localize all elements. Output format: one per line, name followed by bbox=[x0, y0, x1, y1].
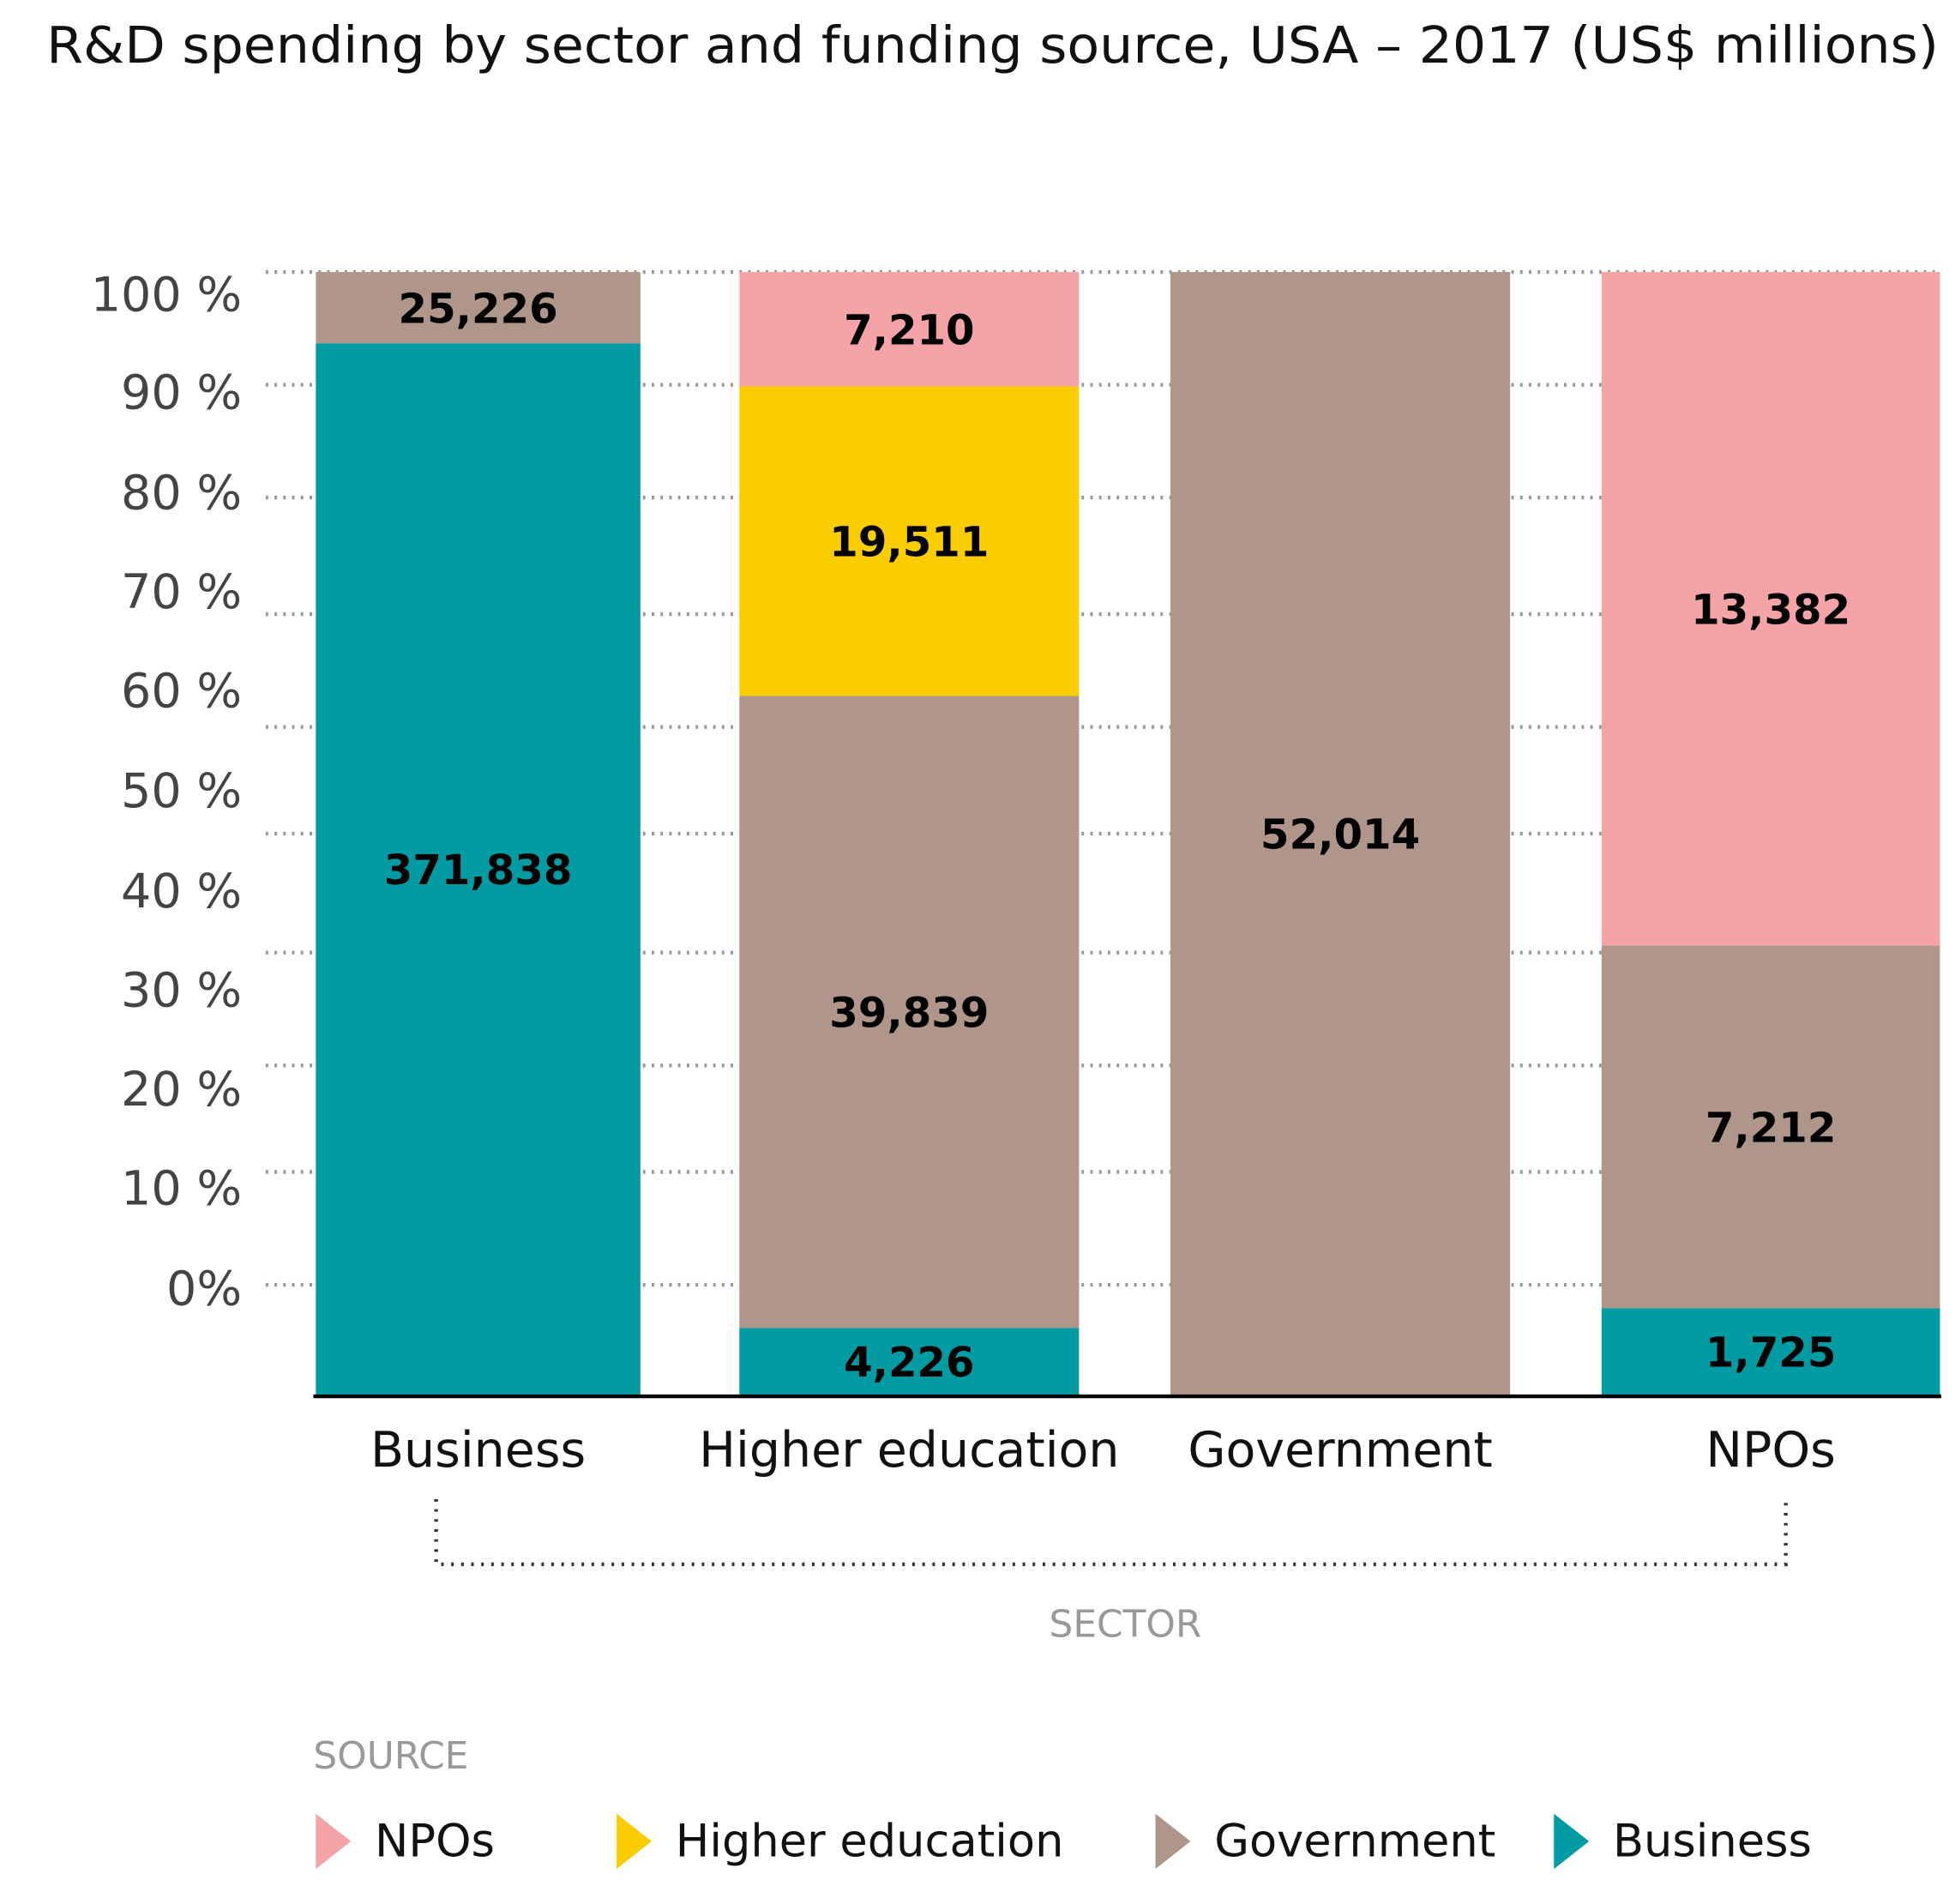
bar-segment bbox=[316, 343, 641, 1395]
legend-marker-icon bbox=[1554, 1813, 1590, 1870]
y-tick-label: 50 % bbox=[121, 763, 242, 819]
data-label: 7,210 bbox=[844, 306, 975, 354]
bar-segment bbox=[739, 386, 1080, 696]
legend-marker-icon bbox=[617, 1813, 653, 1870]
data-label: 39,839 bbox=[829, 989, 989, 1037]
legend-title: SOURCE bbox=[313, 1734, 468, 1778]
bar-segment bbox=[739, 1328, 1080, 1395]
legend: NPOs Higher education Government Business bbox=[316, 1813, 1812, 1870]
legend-item: Business bbox=[1613, 1815, 1812, 1867]
data-label: 25,226 bbox=[399, 285, 558, 333]
data-label: 371,838 bbox=[384, 847, 573, 895]
y-tick-label: 40 % bbox=[121, 864, 242, 919]
y-tick-label: 90 % bbox=[121, 365, 242, 420]
x-tick-label: NPOs bbox=[1705, 1422, 1836, 1479]
data-label: 13,382 bbox=[1691, 586, 1850, 634]
y-tick-label: 100 % bbox=[91, 267, 242, 322]
x-tick-label: Business bbox=[370, 1422, 586, 1479]
bar-segment bbox=[739, 272, 1080, 387]
bar-segment bbox=[316, 272, 641, 344]
y-tick-label: 70 % bbox=[121, 564, 242, 620]
legend-marker-icon bbox=[316, 1813, 352, 1870]
data-label: 19,511 bbox=[829, 519, 989, 567]
bar-segment bbox=[1601, 1308, 1940, 1395]
bar-segment bbox=[739, 696, 1080, 1329]
data-label: 52,014 bbox=[1260, 810, 1420, 859]
y-tick-label: 30 % bbox=[121, 963, 242, 1019]
y-tick-label: 20 % bbox=[121, 1062, 242, 1118]
y-tick-label: 60 % bbox=[121, 663, 242, 719]
sector-bracket bbox=[434, 1498, 1788, 1567]
y-tick-label: 10 % bbox=[121, 1160, 242, 1216]
bar-segment bbox=[1170, 272, 1511, 1395]
y-axis-ticks: 100 % 90 % 80 % 70 % 60 % 50 % 40 % 30 % 20 % 10 … bbox=[91, 267, 242, 1317]
y-tick-label: 80 % bbox=[121, 465, 242, 521]
data-label: 4,226 bbox=[844, 1339, 975, 1387]
bar-segment bbox=[1601, 945, 1940, 1309]
chart-title: R&D spending by sector and funding sourc… bbox=[46, 16, 1939, 75]
y-tick-label: 0% bbox=[166, 1261, 242, 1317]
legend-marker-icon bbox=[1155, 1813, 1191, 1870]
data-label: 7,212 bbox=[1705, 1104, 1837, 1152]
x-axis-label: SECTOR bbox=[1050, 1603, 1202, 1647]
x-tick-label: Higher education bbox=[699, 1422, 1119, 1479]
legend-item: Government bbox=[1214, 1815, 1495, 1867]
legend-item: Higher education bbox=[676, 1815, 1064, 1867]
bar-segment bbox=[1601, 272, 1940, 946]
x-axis-categories: Business Higher education Government NPOs bbox=[370, 1422, 1836, 1479]
legend-item: NPOs bbox=[375, 1815, 495, 1867]
data-label: 1,725 bbox=[1705, 1329, 1837, 1377]
x-tick-label: Government bbox=[1188, 1422, 1492, 1479]
bars: 371,838 25,226 4,226 39,839 19,511 7,210 52,01… bbox=[316, 272, 1940, 1395]
